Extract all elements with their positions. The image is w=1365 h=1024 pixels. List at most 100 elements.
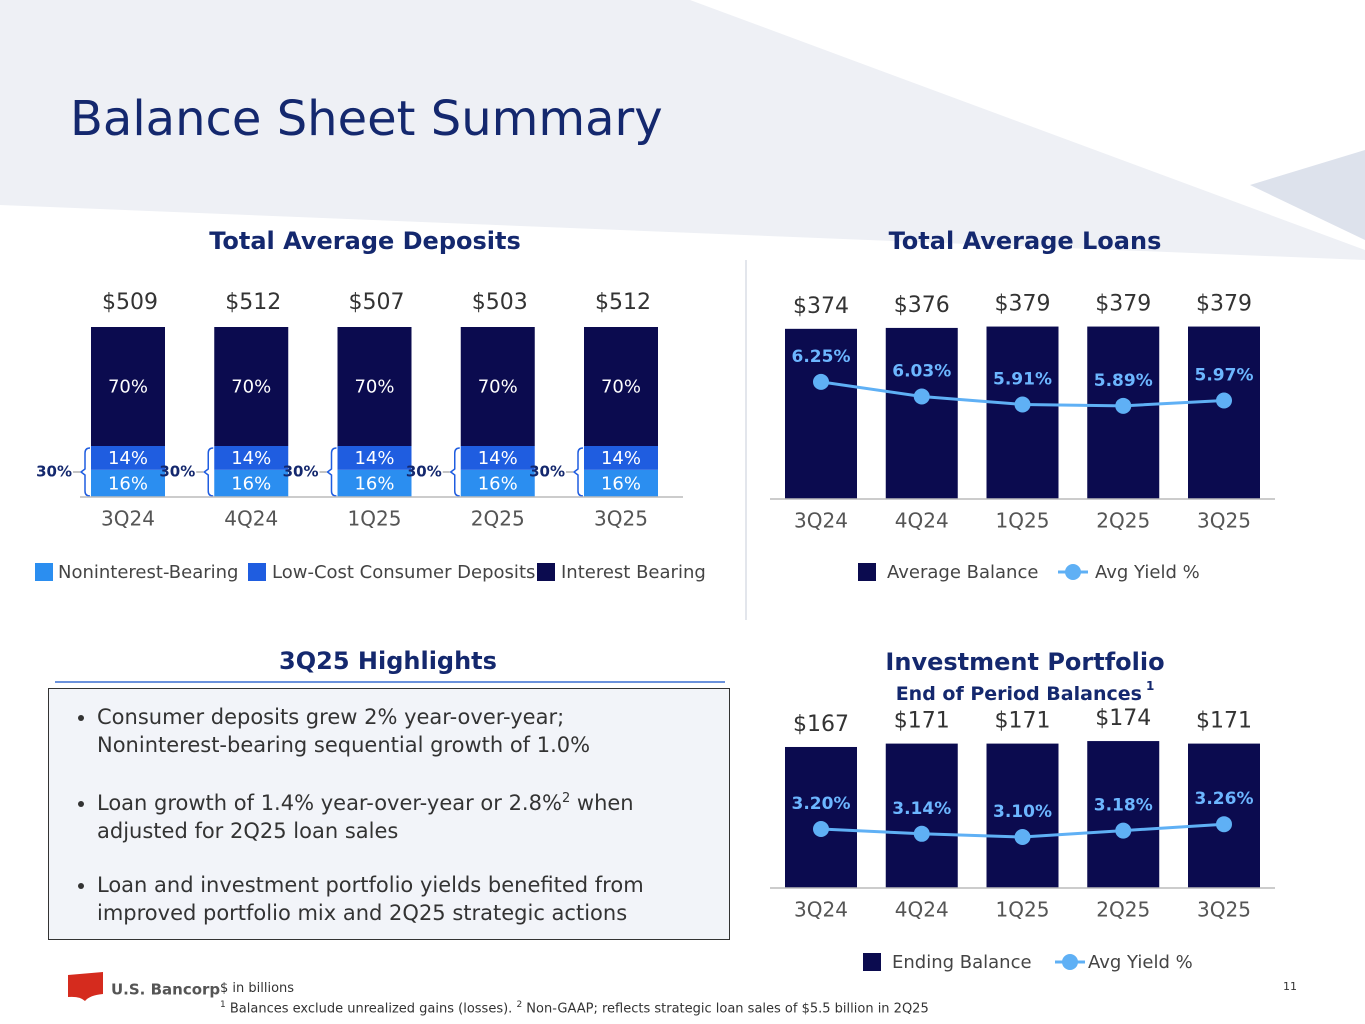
bracket [79,447,91,497]
yield-label: 3.26% [1195,789,1254,809]
bar [1188,326,1260,499]
yield-label: 5.97% [1195,365,1254,385]
yield-point [1216,816,1232,833]
bracket [326,447,337,497]
bracket-label: 30% [283,463,319,481]
bar-segment [214,446,289,470]
segment-label: 70% [231,377,271,398]
yield-point [1115,397,1132,414]
logo-mark [68,972,103,1001]
x-tick-label: 2Q25 [1096,509,1150,533]
chart-title: Total Average Loans [889,227,1162,255]
yield-point [1216,392,1232,409]
total-label: $512 [595,290,651,315]
bar-label: $374 [793,294,849,319]
yield-label: 3.14% [892,799,951,819]
segment-label: 70% [108,377,148,398]
x-tick-label: 3Q25 [1197,509,1251,533]
bar [1087,741,1160,888]
bar-segment [460,469,535,497]
x-tick-label: 2Q25 [471,507,525,531]
bar-label: $171 [995,709,1051,734]
footnote-ref: 1 [220,1000,226,1010]
bar-label: $171 [894,709,950,734]
yield-label: 3.10% [993,802,1052,822]
yield-label: 6.03% [892,362,951,382]
segment-label: 16% [231,473,271,494]
bar [785,746,857,888]
bracket [449,447,460,497]
segment-label: 14% [354,448,394,469]
x-tick-label: 3Q25 [1197,898,1251,922]
segment-label: 16% [478,473,518,494]
bar-segment [460,446,535,470]
yield-point [913,388,930,405]
chart-subtitle: End of Period Balances 1 [896,679,1155,705]
bullet-text: improved portfolio mix and 2Q25 strategi… [97,901,628,925]
chart-title: Investment Portfolio [885,648,1164,676]
bar-segment [460,327,535,446]
bar-segment [337,446,412,470]
bar-label: $171 [1196,709,1252,734]
segment-label: 16% [354,473,394,494]
x-tick-label: 3Q24 [794,509,848,533]
legend-swatch [35,563,53,581]
legend-swatch [858,563,876,581]
bar-segment [91,446,165,470]
bracket-label: 30% [406,463,442,481]
bar [1188,743,1260,888]
bar-label: $379 [995,292,1051,317]
slide-title: Balance Sheet Summary [70,91,663,147]
bar-label: $379 [1095,292,1151,317]
total-label: $509 [102,290,158,315]
yield-point [813,373,829,390]
bar [885,743,958,888]
bar-label: $174 [1095,706,1151,731]
legend-dot [1062,954,1078,970]
yield-point [913,825,930,842]
bar-segment [584,469,658,497]
bullet: Loan growth of 1.4% year-over-year or 2.… [97,785,729,845]
footnote-ref: 1 [1146,679,1154,693]
yield-label: 5.91% [993,369,1052,389]
footnote-ref: 2 [516,1000,523,1010]
bullet-text: when [570,791,634,815]
bar [986,326,1059,499]
legend-label: Avg Yield % [1088,952,1193,973]
legend-dot [1065,564,1081,580]
footnote: Balances exclude unrealized gains (losse… [225,1001,517,1017]
total-label: $507 [349,290,405,315]
total-label: $503 [472,290,528,315]
x-tick-label: 3Q25 [594,507,648,531]
legend-label: Avg Yield % [1095,562,1200,583]
yield-label: 3.18% [1094,796,1153,816]
bullet-text: Loan and investment portfolio yields ben… [97,873,644,897]
x-tick-label: 4Q24 [895,509,949,533]
legend-swatch [863,953,881,971]
bracket [572,447,584,497]
segment-label: 14% [108,448,148,469]
bar-segment [214,469,289,497]
segment-label: 14% [601,448,641,469]
legend-swatch [537,563,555,581]
legend-label: Low-Cost Consumer Deposits [272,562,535,583]
x-tick-label: 4Q24 [224,507,278,531]
bar-segment [337,469,412,497]
x-tick-label: 1Q25 [348,507,402,531]
total-label: $512 [225,290,281,315]
logo-text: U.S. Bancorp [111,981,220,999]
bar-label: $167 [793,712,849,737]
bar-segment [584,446,658,470]
bracket-label: 30% [529,463,565,481]
yield-point [1014,396,1031,413]
highlights-list: Consumer deposits grew 2% year-over-year… [49,689,729,927]
x-tick-label: 3Q24 [101,507,155,531]
highlights-title: 3Q25 Highlights [279,647,497,675]
legend-label: Noninterest-Bearing [58,562,238,583]
bullet-text: adjusted for 2Q25 loan sales [97,819,399,843]
bullet-text: Loan growth of 1.4% year-over-year or 2.… [97,791,562,815]
yield-label: 5.89% [1094,371,1153,391]
x-tick-label: 1Q25 [996,898,1050,922]
